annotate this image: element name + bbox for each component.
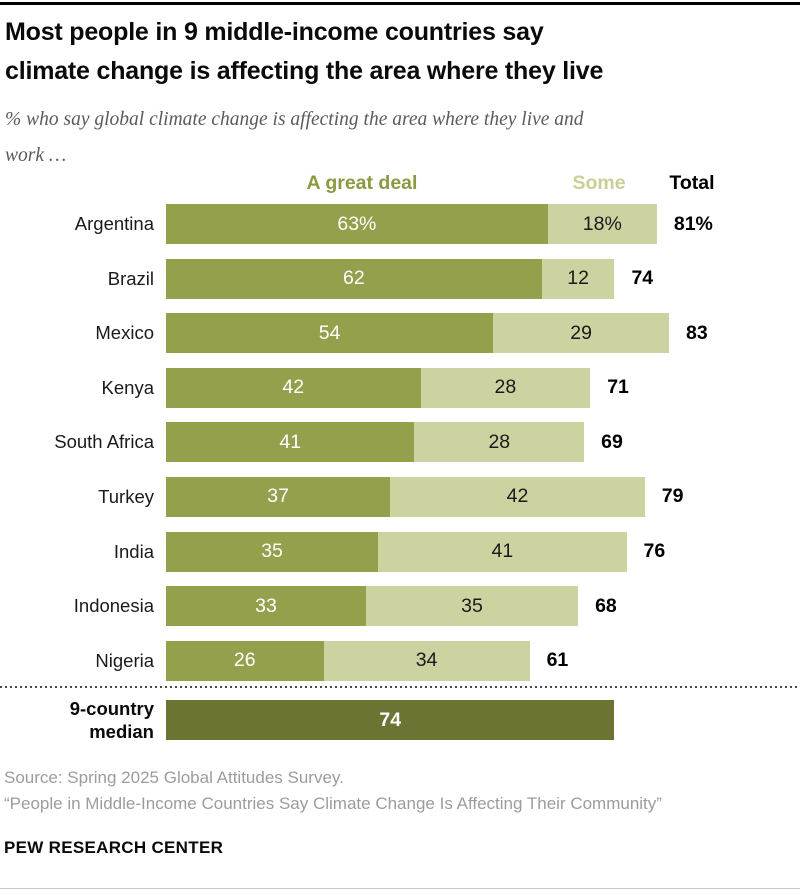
country-label: Kenya — [101, 376, 154, 398]
legend-some: Some — [572, 172, 626, 194]
bar-segment-great-deal: 33 — [166, 586, 366, 627]
country-label: Argentina — [74, 213, 154, 234]
bar-value-some: 12 — [567, 267, 589, 290]
bar-value-some: 35 — [461, 594, 483, 617]
total-value: 83 — [685, 321, 708, 344]
legend-great-deal: A great deal — [306, 172, 418, 194]
bar-segment-great-deal: 37 — [166, 476, 391, 517]
bar-segment-great-deal: 54 — [166, 313, 494, 354]
bar-row: Argentina 63% 18% 81% — [0, 204, 800, 244]
median-label-line-1: 9-country — [69, 698, 154, 719]
pew-research-center-wordmark: PEW RESEARCH CENTER — [4, 838, 224, 857]
total-value: 61 — [546, 649, 569, 672]
bar-row: Kenya 42 28 71 — [0, 367, 800, 408]
bar-row: Turkey 37 42 79 — [0, 476, 800, 517]
bar-segment-some: 12 — [541, 258, 615, 299]
bar-row: Indonesia 33 35 68 — [0, 586, 800, 627]
bar-track: 54 29 83 — [166, 313, 708, 354]
bar-track: 42 28 71 — [166, 367, 629, 408]
top-rule — [0, 2, 800, 5]
bar-track: 37 42 79 — [166, 476, 684, 517]
bar-row: South Africa 41 28 69 — [0, 422, 800, 463]
bar-value-some: 28 — [494, 376, 517, 399]
total-value: 68 — [595, 594, 617, 617]
bar-segment-great-deal: 35 — [166, 531, 379, 572]
country-label: India — [113, 540, 154, 562]
total-value: 76 — [643, 540, 666, 563]
bar-segment-great-deal: 63% — [166, 204, 548, 244]
subtitle-line-2: work … — [5, 145, 67, 166]
title-line-2: climate change is affecting the area whe… — [5, 57, 604, 85]
country-label: Brazil — [107, 267, 154, 289]
bar-segment-some: 28 — [420, 367, 591, 408]
source-notes: Source: Spring 2025 Global Attitudes Sur… — [4, 765, 662, 817]
total-value: 71 — [607, 376, 629, 399]
chart-subtitle: % who say global climate change is affec… — [5, 102, 780, 174]
bar-track: 26 34 61 — [166, 640, 569, 681]
median-bar-value: 74 — [379, 708, 402, 731]
bar-row: Brazil 62 12 74 — [0, 258, 800, 299]
source-line: Source: Spring 2025 Global Attitudes Sur… — [4, 768, 344, 787]
report-title-line: “People in Middle-Income Countries Say C… — [4, 794, 662, 813]
bar-value-some: 29 — [570, 321, 592, 344]
bar-value-great-deal: 62 — [343, 267, 365, 290]
bar-track: 41 28 69 — [166, 422, 623, 463]
page-title: Most people in 9 middle-income countries… — [5, 13, 792, 91]
bar-value-some: 34 — [415, 649, 438, 672]
bar-segment-some: 18% — [547, 204, 657, 244]
bottom-rule — [0, 888, 800, 889]
bar-value-great-deal: 63% — [337, 212, 377, 235]
bar-row: India 35 41 76 — [0, 531, 800, 572]
bar-segment-great-deal: 42 — [166, 367, 421, 408]
bar-segment-some: 29 — [493, 313, 669, 354]
bar-value-great-deal: 54 — [318, 321, 341, 344]
bar-value-some: 42 — [506, 485, 529, 508]
total-value: 81% — [673, 212, 713, 235]
bar-value-great-deal: 41 — [279, 430, 302, 453]
bar-value-great-deal: 26 — [233, 649, 256, 672]
bar-track: 35 41 76 — [166, 531, 666, 572]
country-label: Indonesia — [73, 595, 154, 617]
bar-track: 33 35 68 — [166, 586, 617, 627]
bar-row: Mexico 54 29 83 — [0, 313, 800, 354]
bar-segment-great-deal: 26 — [166, 640, 324, 681]
subtitle-line-1: % who say global climate change is affec… — [5, 109, 584, 130]
bar-rows: Argentina 63% 18% 81% Brazil 62 12 74 Me… — [0, 204, 800, 695]
bar-track: 63% 18% 81% — [166, 204, 713, 244]
column-headers: A great deal Some Total — [0, 172, 800, 200]
bar-segment-some: 35 — [365, 586, 579, 627]
bar-segment-some: 41 — [378, 531, 627, 572]
bar-row: Nigeria 26 34 61 — [0, 640, 800, 681]
bar-segment-some: 42 — [390, 476, 645, 517]
bar-value-great-deal: 42 — [282, 376, 305, 399]
bar-value-some: 41 — [491, 540, 514, 563]
median-row-label: 9-country median — [0, 697, 166, 743]
bar-value-great-deal: 33 — [255, 594, 277, 617]
bar-value-some: 28 — [488, 430, 511, 453]
bar-value-great-deal: 37 — [267, 485, 289, 508]
bar-value-great-deal: 35 — [261, 540, 283, 563]
total-value: 74 — [631, 267, 654, 290]
bar-segment-some: 34 — [323, 640, 530, 681]
country-label: Mexico — [95, 322, 154, 344]
median-row: 9-country median 74 — [0, 697, 615, 743]
median-separator-line — [0, 686, 800, 688]
legend-total: Total — [669, 172, 715, 194]
median-bar: 74 — [166, 700, 615, 740]
total-value: 69 — [601, 430, 623, 453]
title-line-1: Most people in 9 middle-income countries… — [5, 18, 544, 46]
bar-segment-some: 28 — [414, 422, 585, 463]
median-label-line-2: median — [89, 721, 154, 742]
total-value: 79 — [661, 485, 684, 508]
bar-track: 62 12 74 — [166, 258, 654, 299]
country-label: South Africa — [54, 431, 154, 453]
bar-segment-great-deal: 41 — [166, 422, 415, 463]
country-label: Nigeria — [95, 649, 154, 671]
bar-value-some: 18% — [582, 212, 622, 235]
bar-segment-great-deal: 62 — [166, 258, 542, 299]
country-label: Turkey — [98, 485, 154, 507]
